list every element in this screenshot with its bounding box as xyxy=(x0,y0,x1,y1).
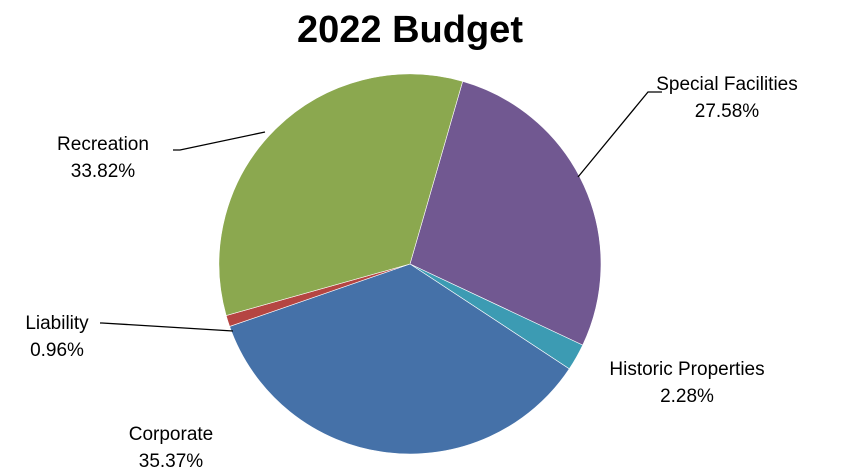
pie-slice-recreation xyxy=(218,73,464,316)
pie-labels: Special Facilities 27.58% Historic Propert… xyxy=(25,74,797,472)
slice-category: Liability xyxy=(25,313,89,334)
pie-slice-corporate xyxy=(229,263,570,455)
slice-label: Special Facilities 27.58% xyxy=(656,74,798,122)
slice-percent: 27.58% xyxy=(695,101,760,122)
leader-line xyxy=(173,131,266,151)
pie-slice-special-facilities xyxy=(409,80,602,346)
slice-percent: 35.37% xyxy=(139,451,204,472)
slice-label: Historic Properties 2.28% xyxy=(609,359,764,407)
leader-line xyxy=(100,322,234,332)
slice-label: Corporate 35.37% xyxy=(129,424,214,472)
leader-line xyxy=(577,91,662,178)
slice-category: Corporate xyxy=(129,424,214,445)
chart-title: 2022 Budget xyxy=(297,9,523,51)
slice-percent: 0.96% xyxy=(30,340,84,361)
slice-label: Recreation 33.82% xyxy=(57,134,149,182)
slice-percent: 33.82% xyxy=(71,161,136,182)
slice-category: Special Facilities xyxy=(656,74,798,95)
slice-category: Recreation xyxy=(57,134,149,155)
slice-label: Liability 0.96% xyxy=(25,313,89,361)
pie-slices xyxy=(218,73,602,455)
slice-category: Historic Properties xyxy=(609,359,764,380)
slice-percent: 2.28% xyxy=(660,386,714,407)
